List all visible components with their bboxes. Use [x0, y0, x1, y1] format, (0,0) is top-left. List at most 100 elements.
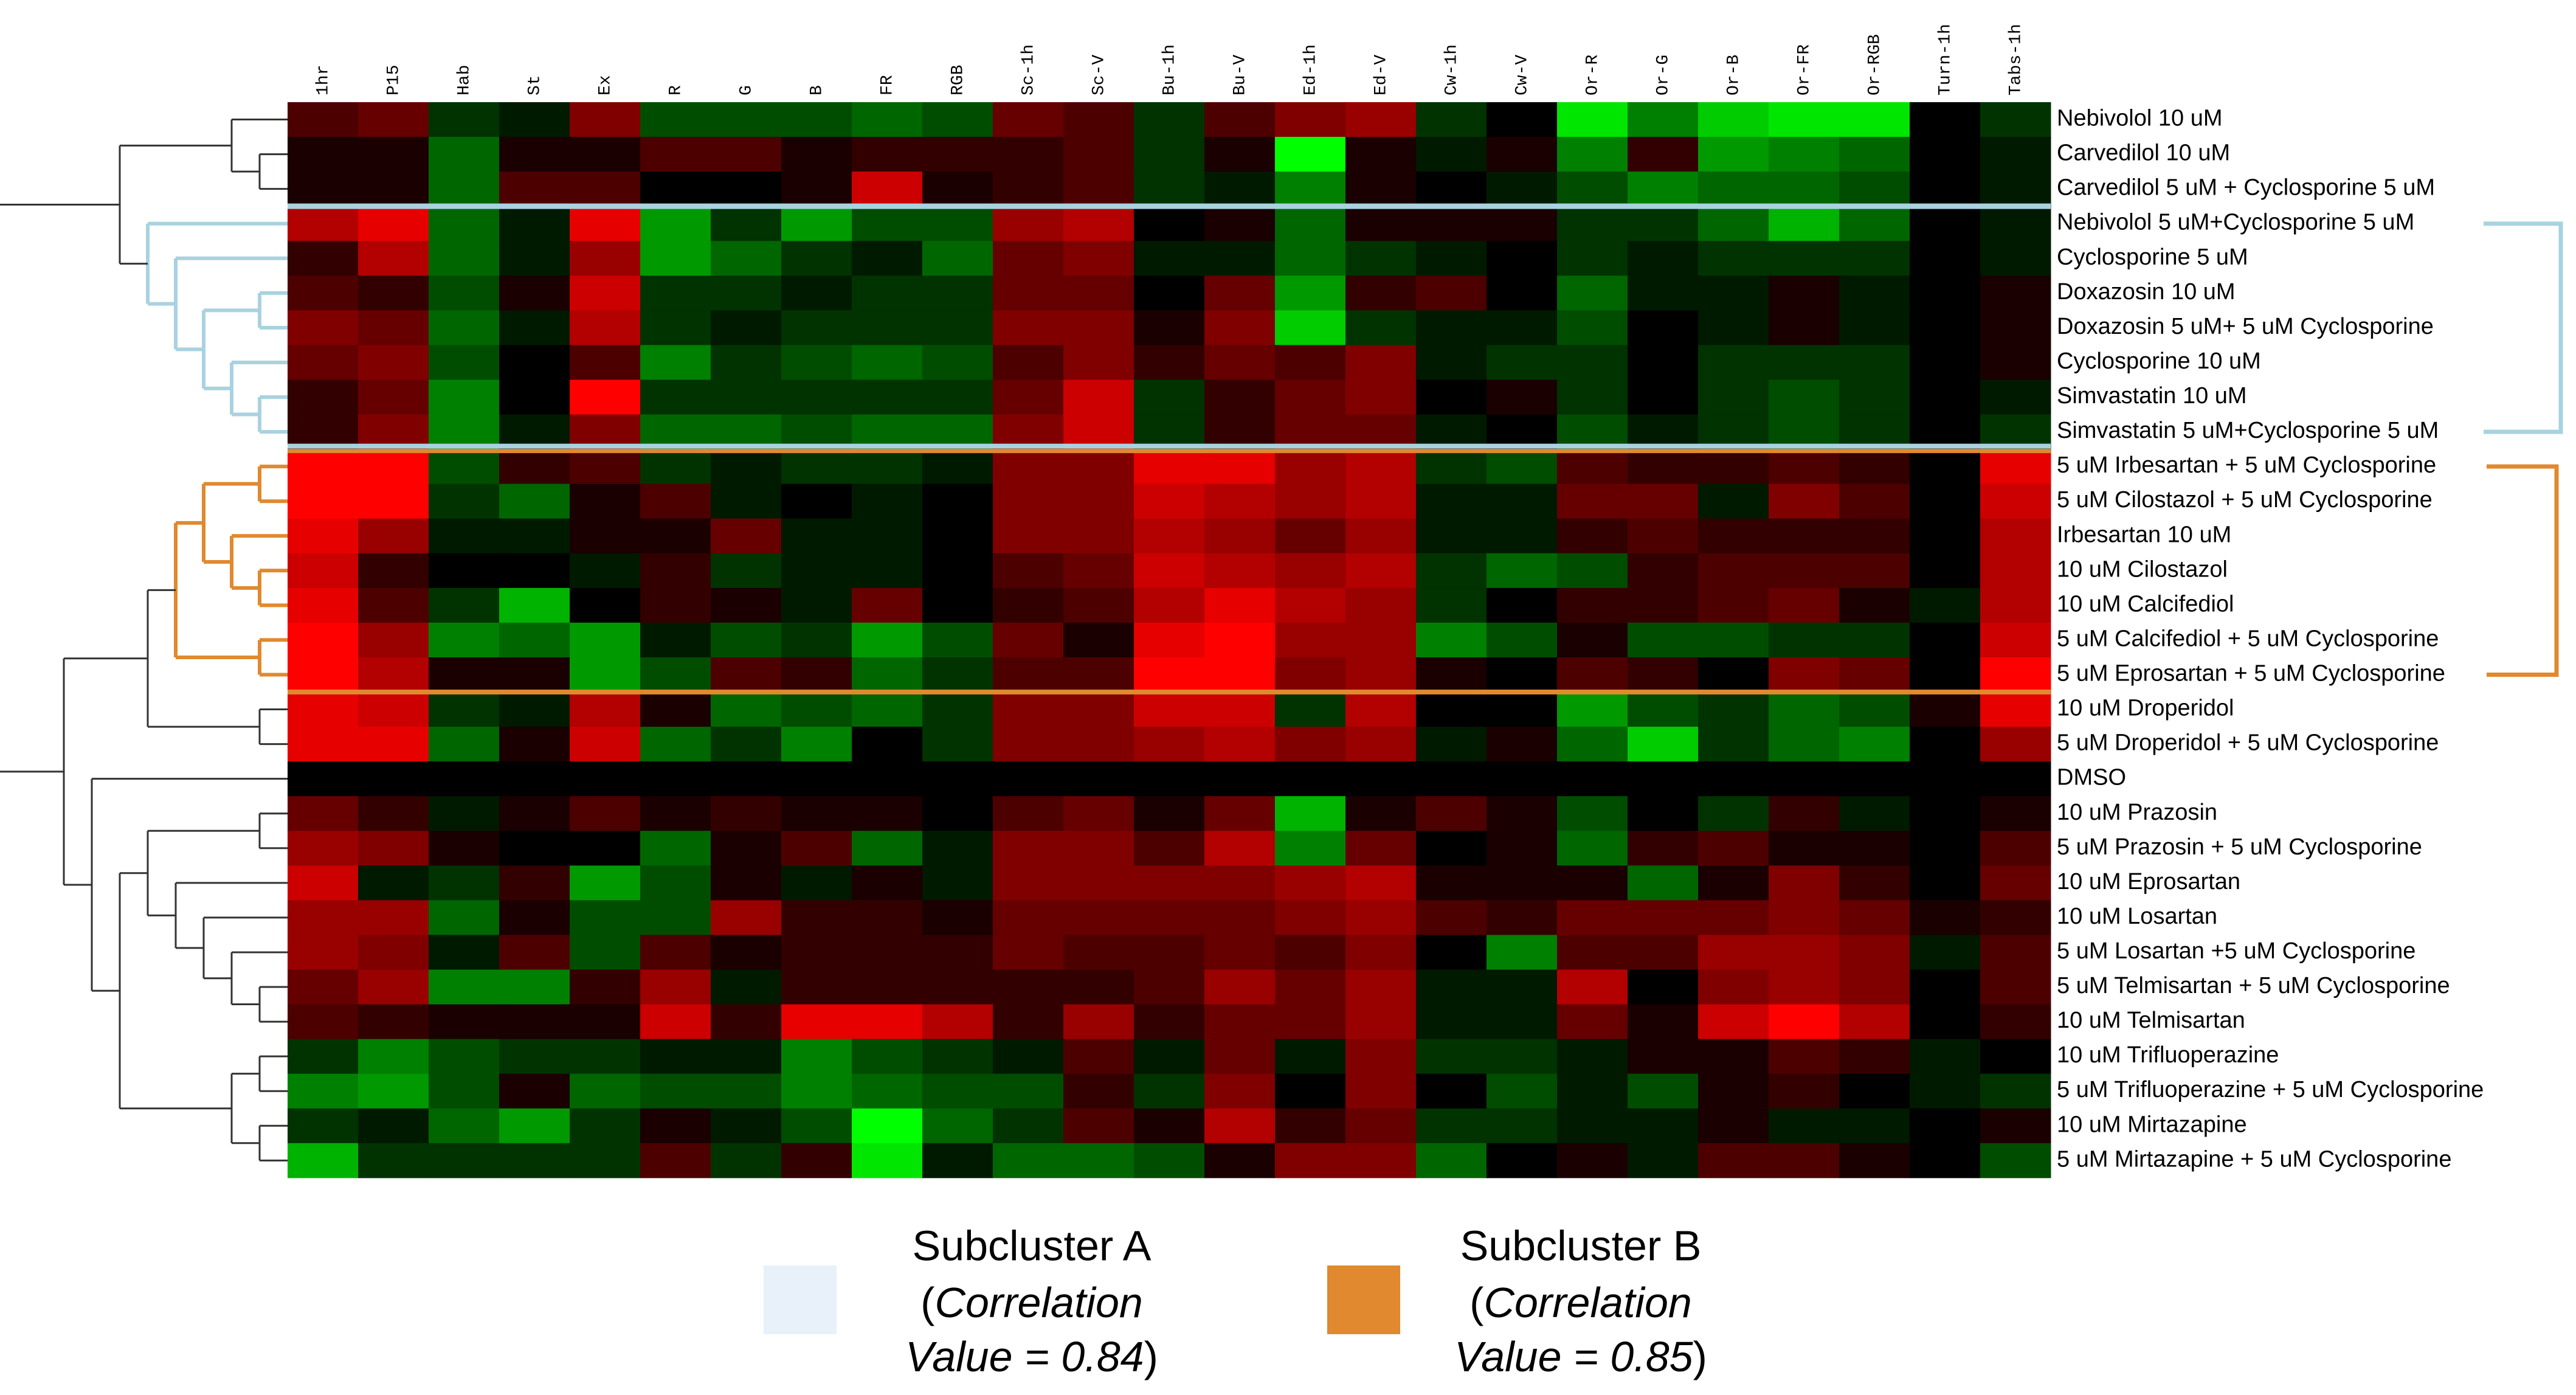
heatmap-cell — [358, 1039, 429, 1075]
heatmap-cell — [1345, 206, 1417, 241]
column-label: FR — [878, 75, 897, 95]
heatmap-cell — [1557, 1004, 1628, 1040]
heatmap-cell — [852, 345, 923, 380]
heatmap-cell — [570, 275, 641, 311]
heatmap-cell — [781, 1039, 852, 1075]
heatmap-cell — [429, 761, 500, 797]
heatmap-cell — [993, 727, 1064, 762]
heatmap-cell — [1769, 414, 1840, 450]
column-label: Or-RGB — [1865, 34, 1884, 95]
heatmap-cell — [1910, 241, 1981, 276]
heatmap-cell — [993, 206, 1064, 241]
heatmap-cell — [1204, 969, 1276, 1005]
heatmap-cell — [429, 1108, 500, 1144]
heatmap-cell — [1204, 796, 1276, 831]
heatmap-cell — [922, 275, 993, 311]
heatmap-cell — [1063, 727, 1134, 762]
heatmap-cell — [1980, 414, 2051, 450]
legend-title: Subcluster B — [1460, 1222, 1702, 1269]
heatmap-cell — [1980, 379, 2051, 415]
heatmap-cell — [570, 1004, 641, 1040]
heatmap-cell — [1063, 1039, 1134, 1075]
heatmap-cell — [1134, 102, 1205, 137]
heatmap-cell — [852, 241, 923, 276]
heatmap-cell — [288, 1073, 359, 1109]
heatmap-cell — [1628, 310, 1699, 345]
heatmap-cell — [1910, 900, 1981, 935]
heatmap-cell — [1416, 761, 1487, 797]
heatmap-cell — [1134, 483, 1205, 519]
heatmap-cell — [1345, 137, 1417, 172]
heatmap-cell — [1628, 831, 1699, 866]
heatmap-cell — [1698, 275, 1769, 311]
heatmap-cell — [1557, 727, 1628, 762]
heatmap-cell — [358, 1108, 429, 1144]
heatmap-cell — [1275, 587, 1346, 623]
heatmap-cell — [358, 622, 429, 658]
row-label: 10 uM Losartan — [2057, 904, 2217, 929]
heatmap-cell — [429, 1143, 500, 1179]
heatmap-cell — [499, 206, 570, 241]
heatmap-cell — [1839, 865, 1910, 901]
heatmap-cell — [570, 587, 641, 623]
heatmap-cell — [288, 241, 359, 276]
heatmap-cell — [570, 1108, 641, 1144]
heatmap-cell — [711, 241, 782, 276]
heatmap-cell — [1698, 796, 1769, 831]
legend-swatch — [764, 1265, 837, 1334]
heatmap-cell — [640, 1073, 711, 1109]
heatmap-cell — [1769, 241, 1840, 276]
heatmap-cell — [1910, 865, 1981, 901]
heatmap-cell — [499, 1143, 570, 1179]
heatmap-cell — [1134, 865, 1205, 901]
heatmap-cell — [922, 518, 993, 554]
heatmap-cell — [922, 414, 993, 450]
heatmap-cell — [781, 449, 852, 485]
heatmap-cell — [1345, 1143, 1417, 1179]
heatmap-cell — [781, 414, 852, 450]
row-label: Cyclosporine 10 uM — [2057, 348, 2261, 374]
heatmap-cell — [1063, 345, 1134, 380]
heatmap-cell — [711, 1004, 782, 1040]
heatmap-cell — [1487, 657, 1558, 693]
heatmap-cell — [1487, 310, 1558, 345]
heatmap-cell — [499, 935, 570, 970]
heatmap-cell — [288, 935, 359, 970]
row-label: Irbesartan 10 uM — [2057, 522, 2231, 547]
heatmap-cell — [1416, 622, 1487, 658]
heatmap-cell — [993, 761, 1064, 797]
heatmap-cell — [922, 761, 993, 797]
heatmap-cell — [499, 310, 570, 345]
heatmap-cell — [1345, 1039, 1417, 1075]
heatmap-cell — [640, 310, 711, 345]
heatmap-cell — [429, 345, 500, 380]
heatmap-cell — [1839, 449, 1910, 485]
heatmap-cell — [570, 553, 641, 589]
heatmap-cell — [1557, 345, 1628, 380]
heatmap-cell — [1134, 622, 1205, 658]
heatmap-cell — [1063, 137, 1134, 172]
heatmap-cell — [1839, 727, 1910, 762]
heatmap-cell — [1839, 171, 1910, 207]
heatmap-cell — [288, 831, 359, 866]
heatmap-cell — [852, 102, 923, 137]
heatmap-cell — [1698, 414, 1769, 450]
heatmap-cell — [1628, 483, 1699, 519]
heatmap-cell — [1769, 622, 1840, 658]
heatmap-cell — [711, 587, 782, 623]
heatmap-cell — [852, 831, 923, 866]
heatmap-cell — [1698, 1143, 1769, 1179]
column-label: Bu-1h — [1160, 44, 1179, 95]
heatmap-cell — [640, 935, 711, 970]
heatmap-cell — [1769, 969, 1840, 1005]
heatmap-cell — [1980, 310, 2051, 345]
heatmap-cell — [499, 483, 570, 519]
heatmap-cell — [1275, 1039, 1346, 1075]
heatmap-cell — [640, 692, 711, 727]
heatmap-cell — [852, 379, 923, 415]
heatmap-cell — [1345, 275, 1417, 311]
heatmap-cell — [1204, 865, 1276, 901]
heatmap-cell — [922, 1039, 993, 1075]
heatmap-cell — [288, 969, 359, 1005]
heatmap-cell — [429, 935, 500, 970]
